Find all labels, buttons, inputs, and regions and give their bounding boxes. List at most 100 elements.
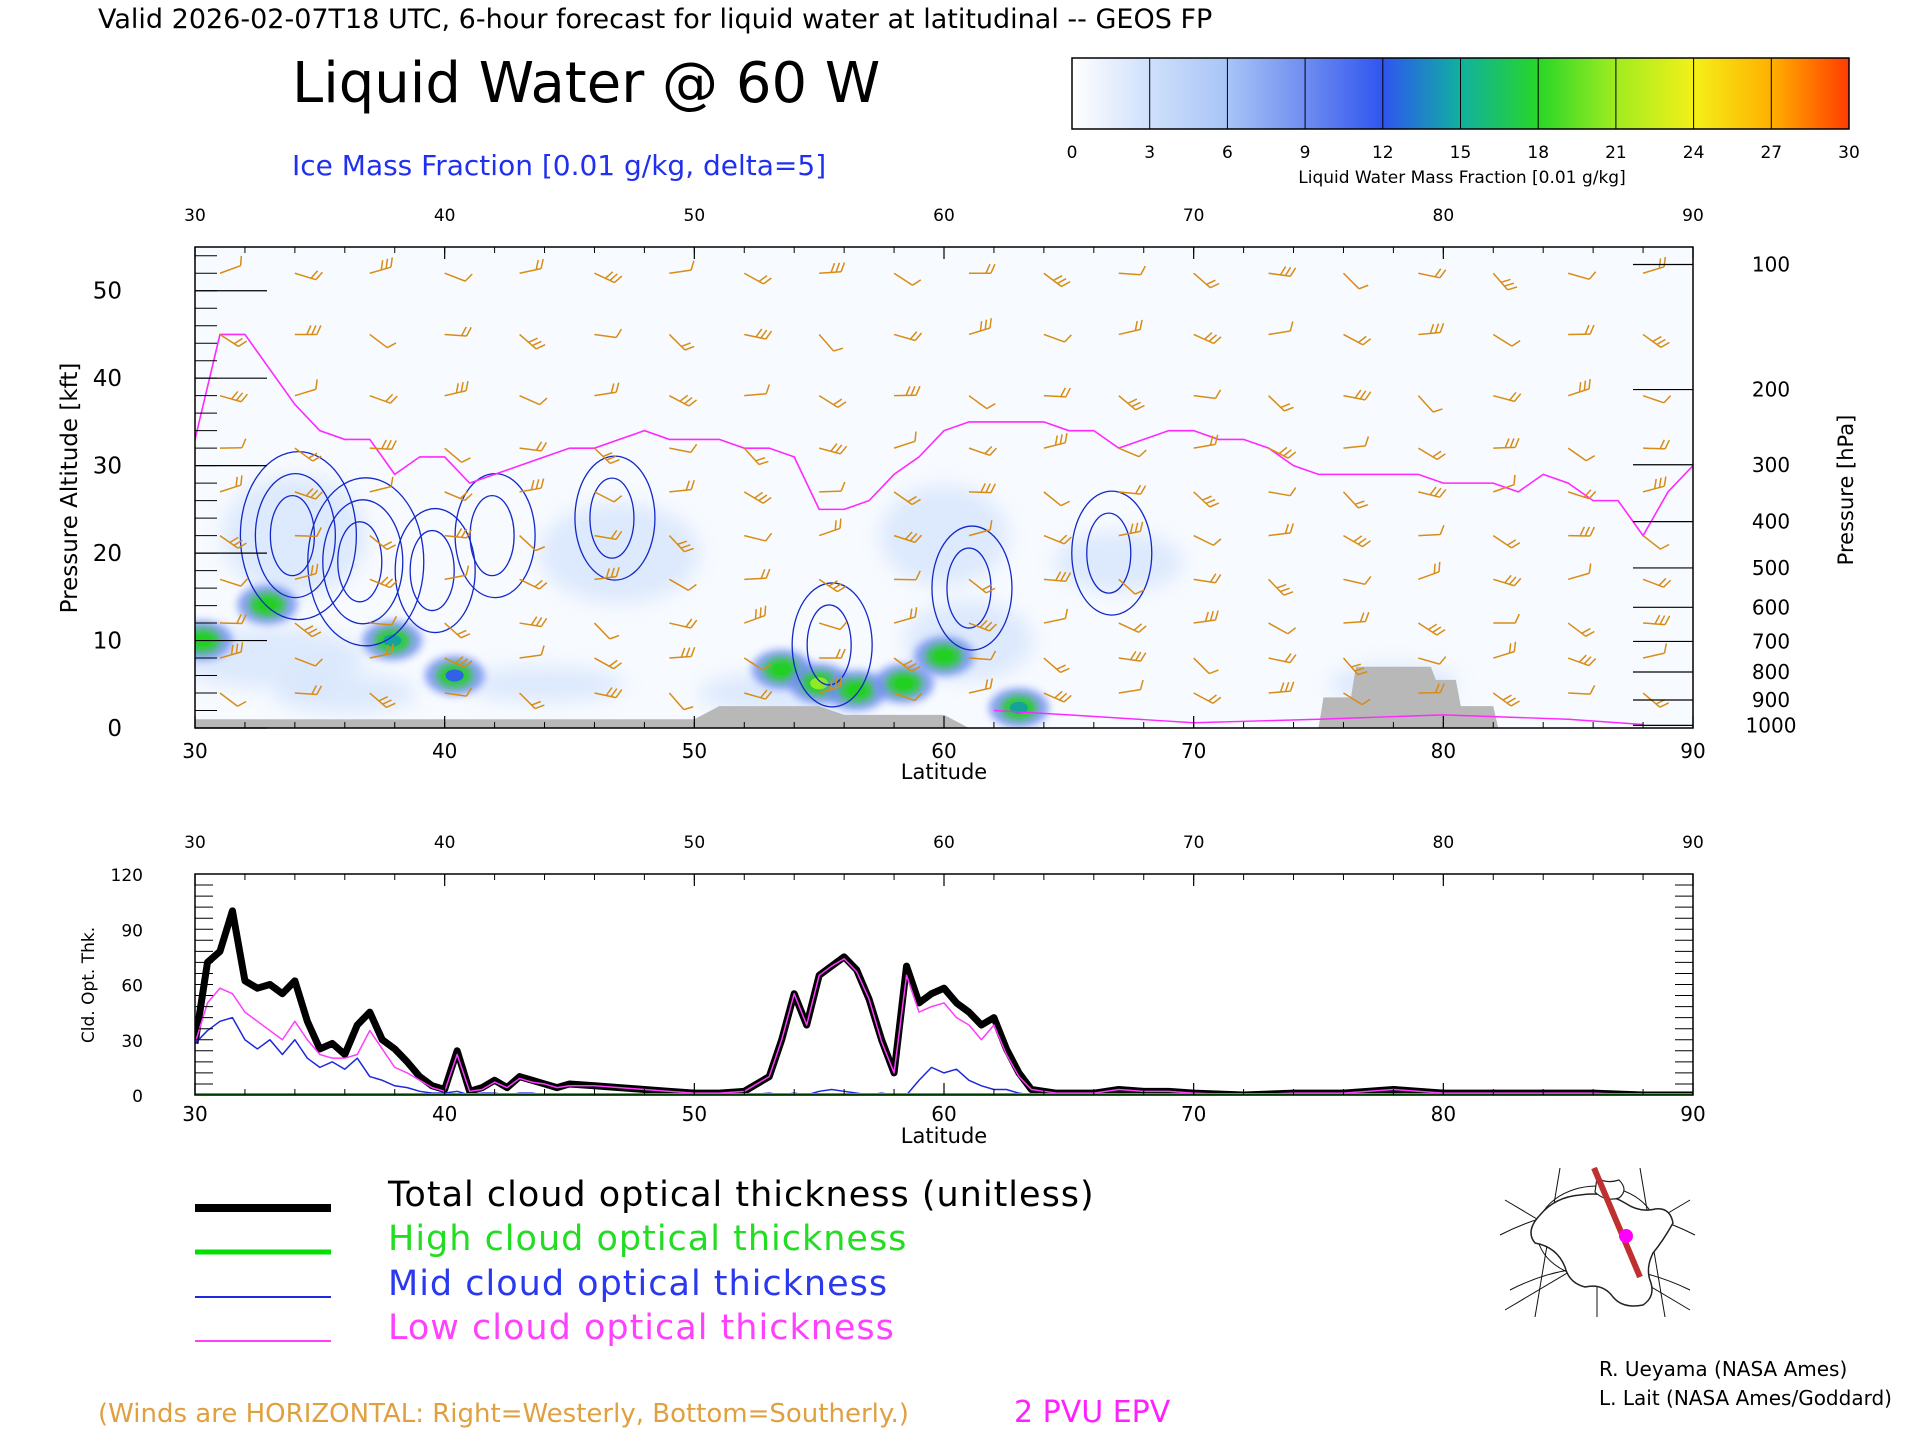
wind-barb-flag [985,483,991,493]
wind-barb-flag [464,660,473,668]
wind-barb-flag [1129,523,1134,534]
wind-barb-shaft [1418,657,1440,665]
wind-barb-flag [1504,574,1512,584]
wind-barb [1642,476,1667,493]
optical-thickness-axes: 30 30 40 40 50 50 60 60 70 70 80 80 90 90 0 30 60 90 120 [111,833,1706,1126]
wind-barb-shaft [1567,622,1587,637]
top-y-tick-label: 30 [93,454,122,480]
wind-barb-flag [1502,694,1512,701]
wind-barb-flag [389,395,398,404]
bottom-x-tick-label-upper: 50 [684,833,706,853]
wind-barb-flag [1436,629,1446,636]
wind-barb-shaft [1043,692,1065,703]
wind-barb [893,272,922,286]
wind-barb [1043,387,1071,398]
wind-barb-flag [540,645,545,656]
wind-barb [594,687,623,699]
wind-barb-flag [460,633,471,639]
wind-barb [294,379,318,397]
wind-barb [1342,657,1368,676]
wind-barb-flag [1578,654,1587,663]
wind-barb-shaft [968,447,991,457]
top-x-tick-label-upper: 90 [1682,206,1704,226]
wind-barb-shaft [594,272,615,284]
wind-barb-shaft [1193,534,1214,546]
wind-barb-flag [914,431,917,442]
liquid-water-blob-core [383,634,402,647]
wind-barb-flag [316,325,322,335]
wind-barb-flag [1059,434,1063,445]
top-x-tick-label-upper: 70 [1183,206,1205,226]
wind-barb-flag [828,580,838,587]
wind-barb-flag [677,540,688,546]
wind-barb-shaft [219,265,241,274]
bottom-y-tick-label: 30 [121,1032,143,1052]
wind-barb [219,475,243,493]
optical-thickness-lines [195,907,1693,1095]
wind-barb-shaft [1493,484,1515,493]
wind-barb [1193,534,1222,546]
wind-barb-flag [1354,389,1362,399]
wind-barb-shaft [744,577,767,581]
wind-barb-flag [1429,323,1435,334]
colorbar-tick-label: 27 [1760,143,1782,163]
wind-barb [893,531,923,544]
wind-barb [1043,690,1072,703]
wind-barb-shaft [593,447,611,464]
wind-barb-flag [530,616,538,626]
wind-barb-shaft [668,692,685,711]
wind-barb-flag [1284,266,1292,276]
wind-barb [1043,432,1068,449]
wind-barb-shaft [1268,657,1291,664]
pressure-tick-label: 700 [1752,629,1790,653]
wind-barb-flag [1133,623,1143,631]
wind-barb [444,527,473,539]
wind-barb-flag [1513,474,1516,485]
wind-barb [519,692,545,710]
wind-barb-shaft [1568,692,1591,695]
wind-barb-flag [685,618,693,628]
wind-barb-shaft [669,622,691,629]
wind-barb [1418,524,1445,537]
wind-barb-flag [989,678,994,689]
wind-barb-shaft [1493,394,1515,403]
wind-barb [1343,534,1371,548]
wind-barb-flag [382,541,393,547]
ice-contour [254,472,337,599]
wind-barb-shaft [1118,578,1136,595]
wind-barb-shaft [669,447,692,454]
wind-barb-shaft [818,578,838,593]
wind-barb-shaft [444,622,462,639]
wind-barb-flag [465,380,469,391]
wind-barb [1567,271,1597,281]
wind-barb [668,333,695,351]
wind-barb [818,395,847,408]
wind-barb-flag [310,489,319,498]
wind-barb-flag [765,532,773,542]
wind-barb-flag [683,396,693,405]
wind-barb-shaft [1268,622,1289,635]
wind-barb-flag [378,696,389,702]
wind-barb-flag [680,647,686,658]
wind-barb [519,478,545,493]
wind-barb-shaft [744,333,766,340]
wind-barb [219,614,247,625]
wind-barb [369,476,394,493]
bottom-x-tick-label: 70 [1181,1102,1206,1126]
wind-barb-shaft [893,692,915,702]
wind-barb-flag [1362,338,1372,346]
wind-barb-flag [535,479,540,490]
wind-barb [1568,526,1595,537]
wind-barb-shaft [294,272,317,281]
wind-barb [1193,389,1222,400]
wind-barb-flag [535,344,546,350]
wind-barb-flag [755,457,766,462]
wind-barb-flag [605,568,610,579]
wind-barb-shaft [369,447,392,451]
wind-barb [294,325,322,336]
wind-barb-flag [465,565,470,576]
wind-barb-flag [839,621,848,630]
legend-label-total: Total cloud optical thickness (unitless) [387,1175,1095,1215]
wind-barb-flag [1583,656,1592,665]
top-y-tick-label: 40 [93,366,122,392]
